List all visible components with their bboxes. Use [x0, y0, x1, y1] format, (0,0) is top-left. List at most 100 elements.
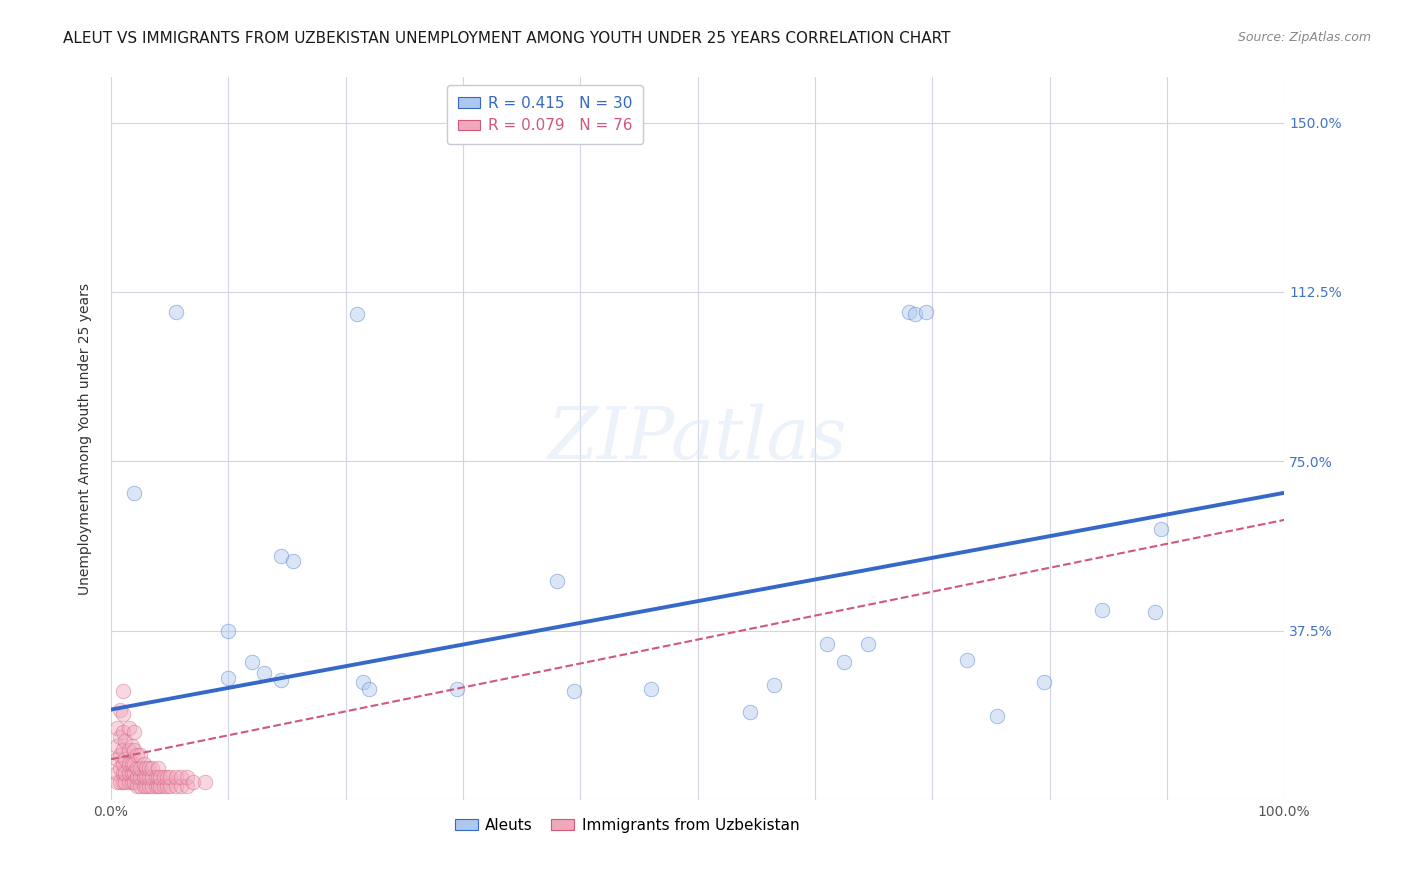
Point	[117, 774, 139, 789]
Point	[1032, 675, 1054, 690]
Point	[1091, 603, 1114, 617]
Point	[165, 305, 187, 319]
Point	[986, 709, 1008, 723]
Point	[124, 765, 146, 780]
Point	[141, 780, 163, 794]
Point	[640, 682, 662, 697]
Point	[146, 761, 169, 775]
Point	[359, 682, 381, 697]
Point	[170, 770, 193, 784]
Point	[762, 678, 785, 692]
Point	[124, 485, 146, 500]
Point	[132, 770, 155, 784]
Point	[110, 702, 132, 716]
Point	[110, 747, 132, 762]
Point	[114, 765, 136, 780]
Point	[252, 666, 274, 681]
Point	[546, 574, 568, 588]
Point	[146, 780, 169, 794]
Point	[114, 774, 136, 789]
Point	[111, 756, 134, 771]
Point	[117, 756, 139, 771]
Point	[111, 684, 134, 698]
Point	[1150, 522, 1173, 536]
Point	[111, 765, 134, 780]
Point	[159, 780, 181, 794]
Legend: Aleuts, Immigrants from Uzbekistan: Aleuts, Immigrants from Uzbekistan	[449, 812, 806, 839]
Point	[135, 780, 157, 794]
Point	[124, 774, 146, 789]
Point	[170, 780, 193, 794]
Point	[1144, 606, 1167, 620]
Point	[111, 774, 134, 789]
Point	[145, 770, 167, 784]
Point	[105, 752, 128, 766]
Point	[217, 624, 239, 638]
Point	[153, 780, 176, 794]
Point	[111, 707, 134, 722]
Point	[217, 671, 239, 685]
Point	[897, 305, 920, 319]
Point	[110, 730, 132, 744]
Point	[815, 637, 838, 651]
Point	[124, 743, 146, 757]
Point	[125, 747, 148, 762]
Point	[240, 655, 263, 669]
Point	[125, 761, 148, 775]
Text: ALEUT VS IMMIGRANTS FROM UZBEKISTAN UNEMPLOYMENT AMONG YOUTH UNDER 25 YEARS CORR: ALEUT VS IMMIGRANTS FROM UZBEKISTAN UNEM…	[63, 31, 950, 46]
Point	[281, 553, 304, 567]
Point	[110, 761, 132, 775]
Point	[105, 765, 128, 780]
Text: Source: ZipAtlas.com: Source: ZipAtlas.com	[1237, 31, 1371, 45]
Point	[156, 770, 179, 784]
Point	[125, 770, 148, 784]
Point	[129, 770, 152, 784]
Point	[159, 770, 181, 784]
Point	[124, 725, 146, 739]
Point	[117, 765, 139, 780]
Point	[346, 308, 368, 322]
Point	[132, 756, 155, 771]
Point	[114, 734, 136, 748]
Point	[915, 305, 938, 319]
Point	[129, 761, 152, 775]
Point	[956, 653, 979, 667]
Point	[135, 770, 157, 784]
Point	[132, 780, 155, 794]
Point	[114, 752, 136, 766]
Point	[125, 780, 148, 794]
Point	[564, 684, 586, 698]
Point	[105, 774, 128, 789]
Point	[141, 770, 163, 784]
Point	[121, 739, 143, 753]
Point	[129, 747, 152, 762]
Point	[121, 765, 143, 780]
Point	[141, 761, 163, 775]
Point	[121, 756, 143, 771]
Point	[145, 780, 167, 794]
Point	[176, 770, 198, 784]
Point	[146, 770, 169, 784]
Point	[138, 761, 160, 775]
Point	[117, 721, 139, 735]
Point	[149, 770, 172, 784]
Point	[111, 743, 134, 757]
Point	[124, 756, 146, 771]
Point	[117, 743, 139, 757]
Point	[121, 774, 143, 789]
Point	[176, 780, 198, 794]
Point	[111, 725, 134, 739]
Point	[270, 673, 292, 688]
Y-axis label: Unemployment Among Youth under 25 years: Unemployment Among Youth under 25 years	[79, 283, 93, 595]
Point	[352, 675, 374, 690]
Point	[149, 780, 172, 794]
Point	[832, 655, 855, 669]
Point	[446, 682, 468, 697]
Point	[740, 705, 762, 719]
Point	[110, 774, 132, 789]
Point	[181, 774, 204, 789]
Point	[105, 739, 128, 753]
Text: ZIPatlas: ZIPatlas	[548, 403, 848, 474]
Point	[105, 721, 128, 735]
Point	[165, 770, 187, 784]
